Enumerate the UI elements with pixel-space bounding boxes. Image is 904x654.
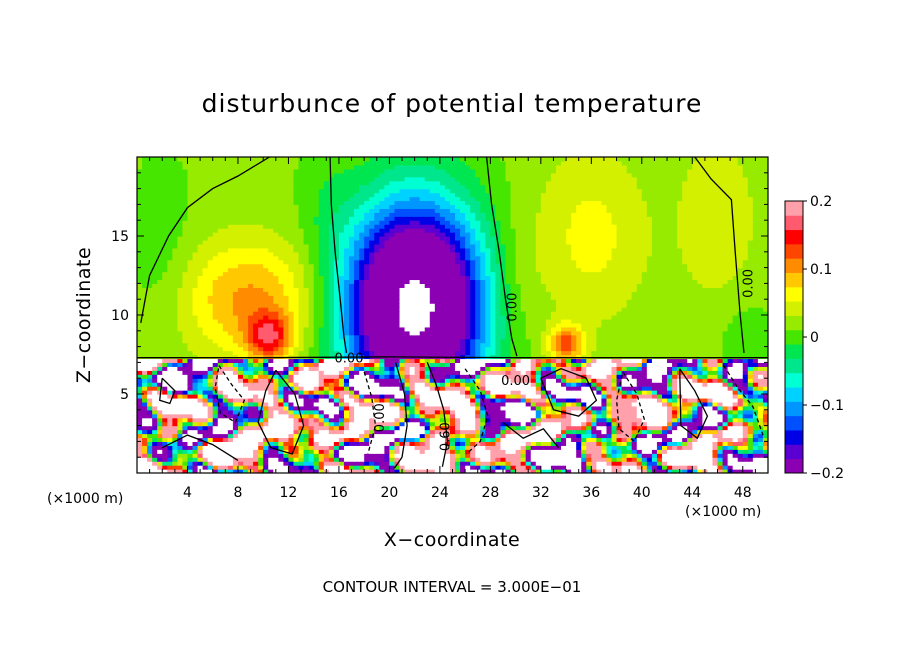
- colorbar-swatch: [785, 243, 803, 259]
- contour-lines: [137, 157, 768, 469]
- contour-labels: 0.00 0.00 0.00 0.00 0.00 0.60: [335, 269, 757, 451]
- colorbar-swatch: [785, 372, 803, 388]
- contour-line: [257, 369, 305, 455]
- contour-line: [426, 362, 449, 467]
- contour-label: 0.00: [501, 374, 530, 389]
- x-unit-left: (×1000 m): [47, 491, 123, 507]
- colorbar-swatch: [785, 329, 803, 345]
- x-tick-label: 4: [183, 485, 192, 501]
- colorbar-swatch: [785, 401, 803, 417]
- contour-label: 0.60: [439, 422, 454, 451]
- x-unit-right: (×1000 m): [685, 504, 761, 520]
- contour-line: [723, 365, 764, 436]
- colorbar-swatch: [785, 286, 803, 302]
- x-axis-label: X−coordinate: [384, 529, 520, 551]
- colorbar-tick-label: 0.2: [810, 194, 832, 210]
- chart-title: disturbunce of potential temperature: [202, 89, 703, 118]
- contour-line: [540, 367, 598, 417]
- colorbar-tick-label: −0.2: [810, 466, 844, 482]
- x-tick-label: 36: [582, 485, 600, 501]
- colorbar-swatch: [785, 215, 803, 231]
- colorbar-swatch: [785, 272, 803, 288]
- y-tick-label: 10: [111, 308, 129, 324]
- colorbar-swatch: [785, 444, 803, 460]
- y-tick-label: 5: [120, 387, 129, 403]
- contour-label: 0.00: [335, 352, 364, 367]
- x-tick-label: 44: [683, 485, 701, 501]
- contour-line: [214, 365, 246, 424]
- x-axis: 4 8 12 16 20 24 28 32 36 40 44 48: [149, 157, 756, 501]
- colorbar-swatch: [785, 344, 803, 359]
- contour-line: [485, 157, 518, 357]
- colorbar-tick-label: 0: [810, 330, 819, 346]
- y-axis: 5 10 15: [111, 172, 768, 458]
- contour-label: 0.00: [742, 269, 757, 298]
- contour-line: [137, 356, 768, 359]
- contour-line: [161, 434, 239, 461]
- x-tick-label: 20: [380, 485, 398, 501]
- colorbar-swatch: [785, 358, 803, 374]
- x-tick-label: 12: [280, 485, 298, 501]
- contour-line: [679, 368, 709, 440]
- colorbar-swatch: [785, 315, 803, 331]
- x-tick-label: 48: [734, 485, 752, 501]
- y-tick-label: 15: [111, 229, 129, 245]
- colorbar-swatch: [785, 415, 803, 431]
- contour-line: [140, 157, 270, 324]
- colorbar: 0.2 0.1 0 −0.1 −0.2: [784, 194, 844, 482]
- colorbar-swatch: [785, 301, 803, 316]
- x-tick-label: 8: [233, 485, 242, 501]
- colorbar-swatch: [785, 229, 803, 245]
- contour-label: 0.00: [506, 293, 521, 322]
- x-tick-label: 16: [330, 485, 348, 501]
- colorbar-tick-label: 0.1: [810, 262, 832, 278]
- contour-line: [158, 377, 176, 405]
- contour-line: [694, 157, 745, 353]
- y-axis-label: Z−coordinate: [73, 247, 95, 383]
- colorbar-swatch: [785, 387, 803, 402]
- colorbar-swatch: [785, 258, 803, 273]
- contour-line: [464, 368, 489, 455]
- contour-interval-note: CONTOUR INTERVAL = 3.000E−01: [323, 578, 582, 596]
- contour-line: [393, 362, 408, 469]
- contour-label: 0.00: [373, 403, 388, 432]
- x-tick-label: 28: [481, 485, 499, 501]
- colorbar-swatch: [785, 201, 803, 216]
- contour-line: [329, 157, 348, 354]
- colorbar-swatch: [785, 458, 803, 474]
- x-tick-label: 32: [532, 485, 550, 501]
- colorbar-tick-label: −0.1: [810, 398, 844, 414]
- colorbar-swatch: [785, 430, 803, 445]
- x-tick-label: 40: [633, 485, 651, 501]
- contour-line: [502, 421, 560, 449]
- x-tick-label: 24: [431, 485, 449, 501]
